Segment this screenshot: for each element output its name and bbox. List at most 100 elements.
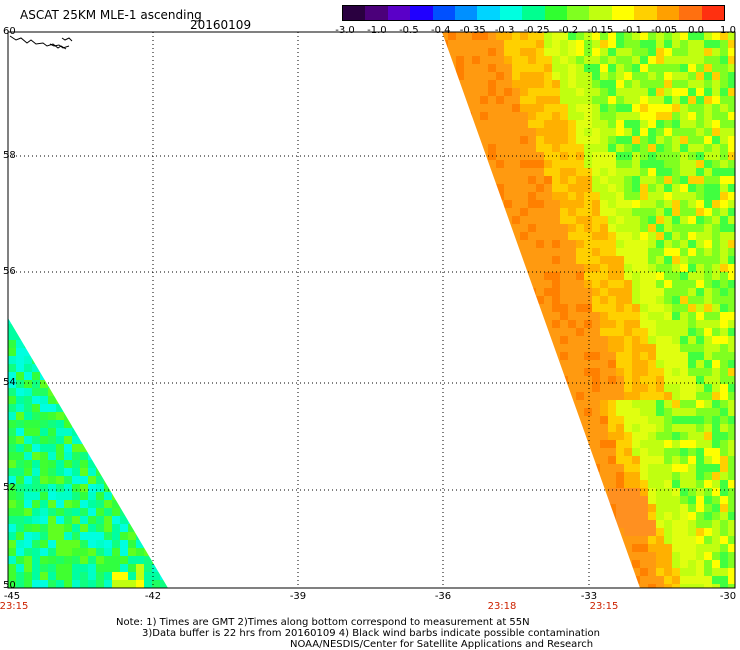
data-cell <box>472 560 480 568</box>
data-cell <box>616 184 624 192</box>
data-cell <box>528 272 536 280</box>
data-cell <box>576 376 584 384</box>
data-cell <box>632 176 640 184</box>
data-cell <box>32 412 40 420</box>
data-cell <box>584 408 592 416</box>
data-cell <box>600 224 608 232</box>
data-cell <box>488 504 496 512</box>
data-cell <box>456 384 464 392</box>
data-cell <box>552 336 560 344</box>
data-cell <box>488 48 496 56</box>
data-cell <box>520 96 528 104</box>
data-cell <box>688 464 696 472</box>
data-cell <box>656 264 664 272</box>
data-cell <box>112 332 120 340</box>
data-cell <box>120 380 128 388</box>
data-cell <box>168 372 176 380</box>
data-cell <box>688 400 696 408</box>
data-cell <box>512 464 520 472</box>
data-cell <box>704 544 712 552</box>
data-cell <box>672 384 680 392</box>
data-cell <box>728 56 735 64</box>
data-cell <box>624 192 632 200</box>
data-cell <box>168 524 176 532</box>
data-cell <box>32 580 40 588</box>
data-cell <box>672 512 680 520</box>
data-cell <box>672 440 680 448</box>
data-cell <box>560 128 568 136</box>
data-cell <box>536 304 544 312</box>
data-cell <box>448 104 456 112</box>
data-cell <box>584 248 592 256</box>
data-cell <box>632 184 640 192</box>
data-cell <box>88 318 96 324</box>
data-cell <box>592 336 600 344</box>
data-cell <box>456 496 464 504</box>
data-cell <box>728 48 735 56</box>
data-cell <box>88 532 96 540</box>
data-cell <box>544 368 552 376</box>
data-cell <box>728 192 735 200</box>
data-cell <box>600 384 608 392</box>
data-cell <box>504 520 512 528</box>
data-cell <box>648 216 656 224</box>
data-cell <box>544 464 552 472</box>
data-cell <box>128 492 136 500</box>
data-cell <box>120 564 128 572</box>
data-cell <box>496 488 504 496</box>
data-cell <box>704 360 712 368</box>
data-cell <box>120 492 128 500</box>
data-cell <box>48 420 56 428</box>
data-cell <box>656 536 664 544</box>
data-cell <box>512 344 520 352</box>
data-cell <box>648 416 656 424</box>
data-cell <box>704 192 712 200</box>
data-cell <box>168 572 176 580</box>
data-cell <box>520 120 528 128</box>
data-cell <box>648 48 656 56</box>
data-cell <box>584 512 592 520</box>
data-cell <box>104 388 112 396</box>
data-cell <box>448 88 456 96</box>
data-cell <box>640 296 648 304</box>
data-cell <box>512 128 520 136</box>
data-cell <box>64 484 72 492</box>
data-cell <box>160 380 168 388</box>
colorbar-segment <box>544 6 568 20</box>
data-cell <box>664 88 672 96</box>
data-cell <box>512 352 520 360</box>
data-cell <box>504 56 512 64</box>
data-cell <box>504 512 512 520</box>
data-cell <box>88 540 96 548</box>
data-cell <box>544 256 552 264</box>
data-cell <box>616 192 624 200</box>
data-cell <box>696 456 704 464</box>
data-cell <box>704 352 712 360</box>
data-cell <box>496 336 504 344</box>
data-cell <box>480 144 488 152</box>
data-cell <box>664 440 672 448</box>
data-cell <box>496 320 504 328</box>
data-cell <box>528 160 536 168</box>
data-cell <box>456 304 464 312</box>
data-cell <box>568 104 576 112</box>
data-cell <box>96 484 104 492</box>
data-cell <box>64 340 72 348</box>
data-cell <box>496 120 504 128</box>
data-cell <box>592 328 600 336</box>
data-cell <box>120 412 128 420</box>
data-cell <box>608 400 616 408</box>
data-cell <box>8 428 16 436</box>
data-cell <box>442 192 448 200</box>
data-cell <box>144 556 152 564</box>
data-cell <box>560 240 568 248</box>
data-cell <box>720 56 728 64</box>
data-cell <box>720 408 728 416</box>
data-cell <box>600 216 608 224</box>
data-cell <box>616 544 624 552</box>
data-cell <box>528 512 536 520</box>
data-cell <box>600 448 608 456</box>
data-cell <box>456 344 464 352</box>
data-cell <box>96 468 104 476</box>
data-cell <box>528 32 536 40</box>
